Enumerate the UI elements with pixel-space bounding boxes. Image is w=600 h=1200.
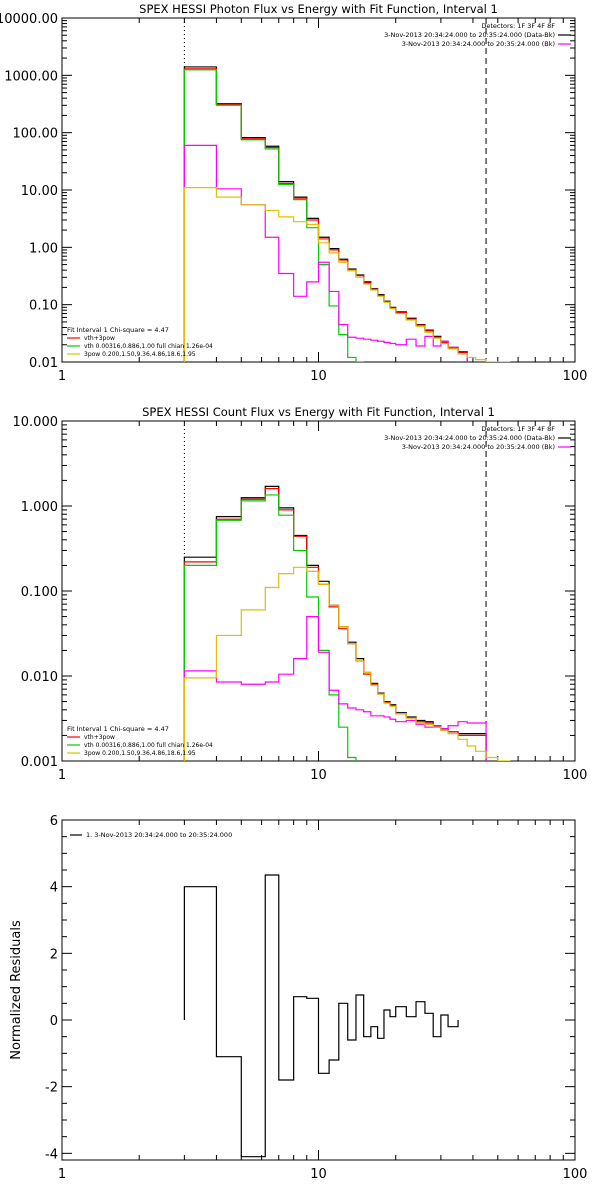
chart-panel-3: 1 10 100 -4 -2 0 2 4 6 Normalized Residuals 1. 3-N… (9, 814, 587, 1182)
series-line-5 (183, 187, 511, 362)
y-tick-label: 10.00 (21, 184, 58, 199)
legend-entry: vth+3pow (84, 734, 115, 741)
series-group (183, 874, 459, 1158)
x-tick-label: 100 (563, 1167, 588, 1182)
legend-entry: 1. 3-Nov-2013 20:34:24.000 to 20:35:24.0… (86, 831, 232, 839)
y-tick-label: 1000.00 (4, 69, 58, 84)
y-tick-label: 10000.00 (0, 12, 58, 27)
legend-entry: 3-Nov-2013 20:34:24.000 to 20:35:24.000 … (402, 40, 555, 48)
series-line-1 (183, 66, 468, 362)
series-line-5 (183, 566, 511, 761)
y-tick-label: 0.001 (21, 755, 58, 770)
y-tick-label: -4 (45, 1147, 58, 1162)
series-group (183, 66, 511, 362)
series-line-2 (183, 68, 468, 362)
chart-title: SPEX HESSI Count Flux vs Energy with Fit… (142, 405, 495, 419)
x-tick-label: 100 (563, 369, 588, 384)
chart-title: SPEX HESSI Photon Flux vs Energy with Fi… (139, 2, 498, 16)
series-line-3 (183, 69, 364, 362)
y-tick-label: 0 (50, 1014, 58, 1029)
y-tick-label: 0.100 (21, 585, 58, 600)
legend-entry: 3-Nov-2013 20:34:24.000 to 20:35:24.000 … (402, 443, 555, 451)
series-line-4 (183, 615, 487, 761)
y-axis-label: Normalized Residuals (9, 920, 24, 1060)
series-line-3 (183, 494, 357, 761)
legend-entry: Detectors: 1F 3F 4F 8F (481, 22, 555, 30)
legend-entry: Detectors: 1F 3F 4F 8F (481, 425, 555, 433)
y-tick-label: 2 (50, 947, 58, 962)
legend-entry: vth 0.00316,0.886,1.00 full chian 1.26e-… (84, 742, 213, 749)
legend-entry: Fit Interval 1 Chi-square = 4.47 (67, 326, 169, 334)
x-tick-label: 10 (310, 1167, 327, 1182)
chart-panel-1: SPEX HESSI Photon Flux vs Energy with Fi… (0, 2, 587, 384)
y-tick-label: 0.10 (29, 299, 58, 314)
legend-entry: 3pow 0.200,1.50,9.36,4.86,18.6,1.95 (84, 750, 196, 757)
series-line-1 (183, 874, 459, 1158)
legend-entry: vth 0.00316,0.886,1.00 full chian 1.26e-… (84, 343, 213, 350)
y-tick-label: 1.000 (21, 500, 58, 515)
y-tick-label: -2 (45, 1081, 58, 1096)
x-tick-label: 1 (58, 768, 66, 783)
y-tick-label: 0.010 (21, 670, 58, 685)
x-tick-label: 10 (310, 768, 327, 783)
series-line-1 (183, 485, 487, 761)
legend-entry: 3-Nov-2013 20:34:24.000 to 20:35:24.000 … (384, 31, 555, 39)
legend-entry: Fit Interval 1 Chi-square = 4.47 (67, 725, 169, 733)
x-tick-label: 1 (58, 369, 66, 384)
series-line-2 (183, 488, 487, 761)
x-tick-label: 1 (58, 1167, 66, 1182)
legend-entry: 3pow 0.200,1.50,9.36,4.86,18.6,1.95 (84, 351, 196, 358)
x-tick-label: 100 (563, 768, 588, 783)
chart-panel-2: SPEX HESSI Count Flux vs Energy with Fit… (13, 405, 588, 783)
legend-entry: vth+3pow (84, 335, 115, 342)
series-line-4 (183, 144, 468, 362)
y-tick-label: 100.00 (13, 127, 59, 142)
plot-frame (61, 819, 576, 1161)
legend-entry: 3-Nov-2013 20:34:24.000 to 20:35:24.000 … (384, 434, 555, 442)
y-tick-label: 0.01 (29, 356, 58, 371)
y-tick-label: 6 (50, 814, 58, 829)
y-tick-label: 10.000 (13, 415, 59, 430)
y-tick-label: 1.00 (29, 241, 58, 256)
y-tick-label: 4 (50, 881, 58, 896)
series-group (183, 485, 511, 761)
x-tick-label: 10 (310, 369, 327, 384)
plot-frame (61, 17, 576, 363)
plot-frame (61, 420, 576, 762)
